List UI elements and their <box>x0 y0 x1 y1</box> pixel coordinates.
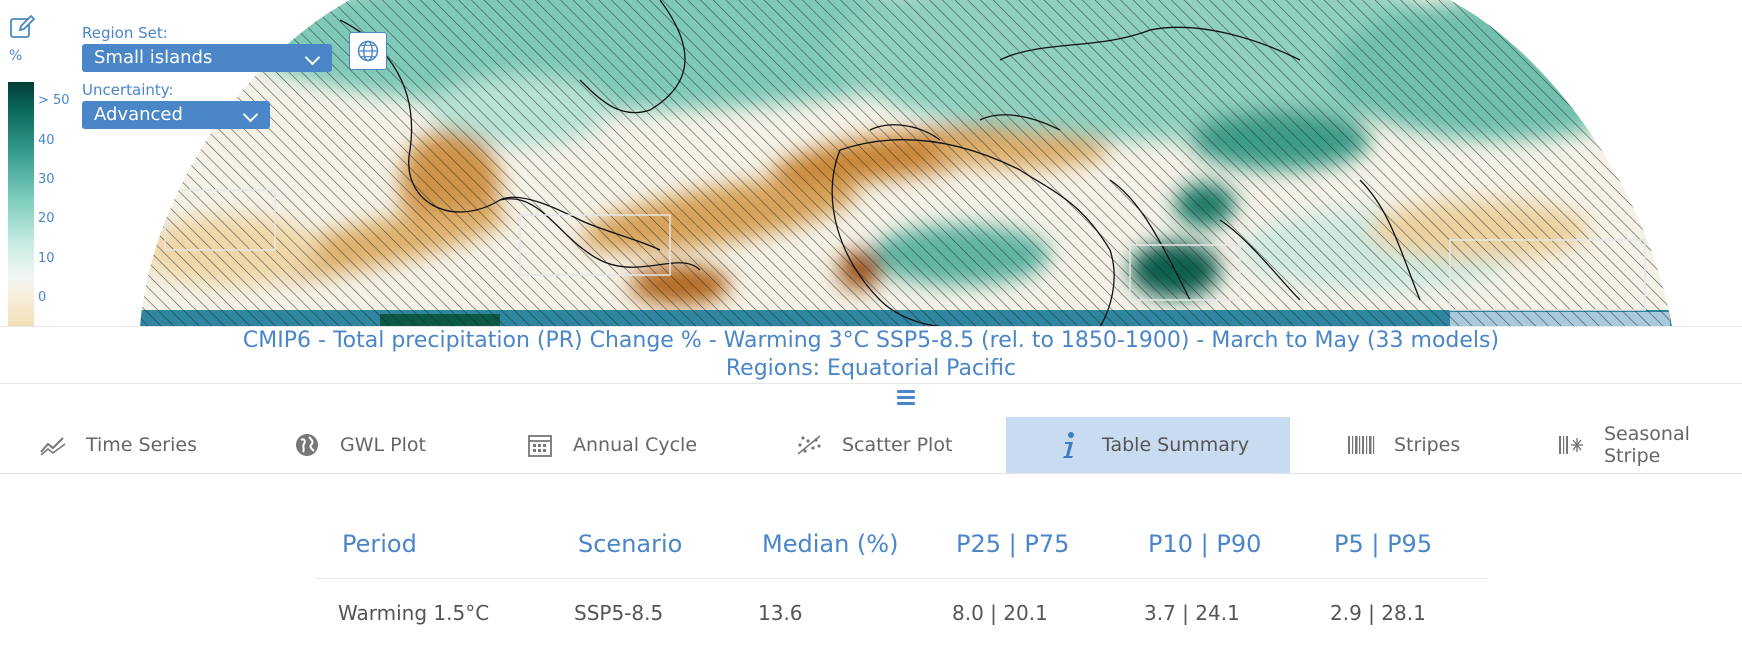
column-header-p10-p90[interactable]: P10 | P90 <box>1122 510 1308 579</box>
tab-annual-cycle[interactable]: Annual Cycle <box>525 417 697 473</box>
colorbar-tick: 40 <box>38 133 55 148</box>
region-set-label: Region Set: <box>82 24 168 42</box>
analysis-tabs: Time Series GWL Plot Annual Cycle Scatte… <box>0 417 1742 474</box>
column-header-median[interactable]: Median (%) <box>736 510 930 579</box>
colorbar <box>8 82 34 326</box>
colorbar-tick: > 50 <box>38 93 70 108</box>
map-panel[interactable]: % > 50 40 30 20 10 0 Region Set: Small i… <box>0 0 1742 327</box>
tab-seasonal-stripes[interactable]: Seasonal Stripe <box>1558 417 1742 473</box>
tab-label: Scatter Plot <box>842 434 952 456</box>
plot-subtitle: Regions: Equatorial Pacific <box>0 356 1742 381</box>
globe-plot-icon <box>292 431 322 459</box>
cell-median: 13.6 <box>736 579 930 647</box>
seasonal-stripes-icon <box>1558 431 1586 459</box>
tab-label: Table Summary <box>1102 434 1249 456</box>
column-header-p25-p75[interactable]: P25 | P75 <box>930 510 1122 579</box>
column-header-period[interactable]: Period <box>316 510 552 579</box>
colorbar-tick: 20 <box>38 211 55 226</box>
chevron-down-icon <box>243 107 259 123</box>
tab-label: GWL Plot <box>340 434 426 456</box>
colorbar-tick: 30 <box>38 172 55 187</box>
cell-scenario: SSP5-8.5 <box>552 579 736 647</box>
tab-scatter-plot[interactable]: Scatter Plot <box>794 417 952 473</box>
tab-label: Time Series <box>86 434 197 456</box>
uncertainty-value: Advanced <box>94 104 183 125</box>
column-header-scenario[interactable]: Scenario <box>552 510 736 579</box>
tab-label: Annual Cycle <box>573 434 697 456</box>
chevron-down-icon <box>305 50 321 66</box>
time-series-icon <box>38 431 68 459</box>
stripes-icon <box>1346 431 1376 459</box>
cell-p10-p90: 3.7 | 24.1 <box>1122 579 1308 647</box>
edit-icon[interactable] <box>8 14 36 42</box>
cell-period: Warming 1.5°C <box>316 579 552 647</box>
table-row: Warming 1.5°C SSP5-8.5 13.6 8.0 | 20.1 3… <box>316 579 1488 647</box>
menu-icon[interactable] <box>897 390 915 406</box>
tab-table-summary[interactable]: Table Summary <box>1006 417 1290 473</box>
cell-p25-p75: 8.0 | 20.1 <box>930 579 1122 647</box>
tab-gwl-plot[interactable]: GWL Plot <box>292 417 426 473</box>
tab-stripes[interactable]: Stripes <box>1346 417 1460 473</box>
uncertainty-select[interactable]: Advanced <box>82 101 270 129</box>
divider <box>0 383 1742 384</box>
globe-icon[interactable] <box>349 32 387 70</box>
calendar-icon <box>525 431 555 459</box>
colorbar-tick: 10 <box>38 251 55 266</box>
region-set-select[interactable]: Small islands <box>82 44 332 72</box>
uncertainty-label: Uncertainty: <box>82 81 174 99</box>
summary-table: Period Scenario Median (%) P25 | P75 P10… <box>316 510 1488 647</box>
divider <box>0 326 1742 327</box>
table-header-row: Period Scenario Median (%) P25 | P75 P10… <box>316 510 1488 579</box>
region-set-value: Small islands <box>94 47 212 68</box>
scatter-icon <box>794 431 824 459</box>
tab-label: Stripes <box>1394 434 1460 456</box>
tab-time-series[interactable]: Time Series <box>38 417 197 473</box>
info-icon <box>1054 431 1084 459</box>
colorbar-tick: 0 <box>38 290 46 305</box>
tab-label: Seasonal Stripe <box>1604 423 1742 467</box>
colorbar-unit: % <box>9 48 22 64</box>
column-header-p5-p95[interactable]: P5 | P95 <box>1308 510 1488 579</box>
plot-title: CMIP6 - Total precipitation (PR) Change … <box>0 328 1742 353</box>
cell-p5-p95: 2.9 | 28.1 <box>1308 579 1488 647</box>
